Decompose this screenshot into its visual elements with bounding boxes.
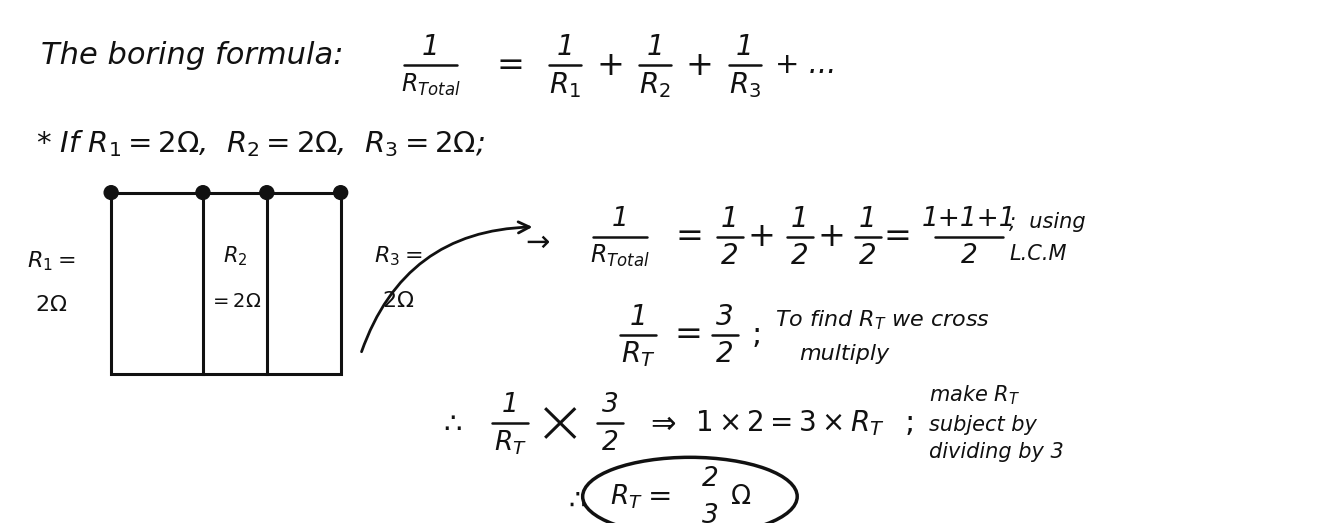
Text: 1: 1 (737, 34, 754, 62)
Text: ;  using: ; using (1010, 212, 1086, 232)
Text: 2: 2 (961, 243, 978, 269)
Text: $\therefore$: $\therefore$ (438, 409, 462, 437)
Text: $2\Omega$: $2\Omega$ (36, 295, 67, 315)
Text: $R_T$: $R_T$ (494, 428, 527, 457)
Text: +: + (597, 48, 624, 81)
Text: 1: 1 (647, 34, 664, 62)
Circle shape (195, 186, 210, 200)
Text: ;: ; (752, 320, 762, 349)
Text: $R_{Total}$: $R_{Total}$ (400, 72, 461, 98)
Text: The boring formula:: The boring formula: (41, 41, 343, 70)
Ellipse shape (582, 458, 797, 532)
Text: 1: 1 (611, 206, 628, 232)
Text: 2: 2 (791, 242, 809, 270)
Text: 1+1+1: 1+1+1 (923, 206, 1016, 232)
Text: 1: 1 (721, 205, 739, 233)
Text: 2: 2 (715, 340, 734, 368)
Circle shape (104, 186, 119, 200)
Bar (111, 193, 341, 374)
Text: $\Rightarrow$: $\Rightarrow$ (645, 409, 677, 437)
Text: =: = (676, 220, 704, 253)
Text: 2: 2 (859, 242, 876, 270)
Text: $R_3$: $R_3$ (729, 70, 760, 99)
Text: =: = (648, 483, 672, 511)
Text: =: = (496, 48, 524, 81)
Circle shape (334, 186, 347, 200)
Text: $R_1 =$: $R_1 =$ (26, 250, 75, 273)
Text: 3: 3 (701, 503, 718, 529)
Text: 1: 1 (859, 205, 876, 233)
Text: 2: 2 (721, 242, 739, 270)
Text: 1: 1 (502, 392, 519, 418)
Text: $1 \times 2 = 3 \times R_T$: $1 \times 2 = 3 \times R_T$ (694, 408, 884, 438)
Text: 1: 1 (791, 205, 809, 233)
Text: To find $R_T$ we cross: To find $R_T$ we cross (775, 308, 990, 332)
Text: L.C.M: L.C.M (1010, 244, 1067, 264)
Text: +: + (748, 220, 776, 253)
Text: + ...: + ... (775, 51, 836, 79)
Text: $R_1$: $R_1$ (549, 70, 581, 99)
Text: 2: 2 (701, 466, 718, 492)
Text: 3: 3 (715, 303, 734, 331)
Text: +: + (686, 48, 714, 81)
Text: $R_2$: $R_2$ (223, 244, 247, 268)
Text: multiply: multiply (800, 344, 890, 364)
Text: ;: ; (904, 409, 915, 437)
Text: $= 2\Omega$: $= 2\Omega$ (209, 292, 261, 311)
Circle shape (260, 186, 273, 200)
Text: $\Omega$: $\Omega$ (730, 484, 751, 510)
FancyArrowPatch shape (362, 222, 529, 352)
Text: 3: 3 (602, 392, 619, 418)
Text: 2: 2 (602, 430, 619, 455)
Text: make $R_T$: make $R_T$ (929, 384, 1020, 408)
Text: $2\Omega$: $2\Omega$ (383, 292, 414, 311)
Text: $R_2$: $R_2$ (639, 70, 671, 99)
Text: 1: 1 (630, 303, 647, 331)
Text: =: = (883, 220, 911, 253)
Text: 1: 1 (421, 34, 440, 62)
Text: dividing by 3: dividing by 3 (929, 443, 1064, 462)
Text: =: = (675, 318, 702, 351)
Text: $*$ If $R_1 = 2\Omega$,  $R_2 = 2\Omega$,  $R_3 = 2\Omega$;: $*$ If $R_1 = 2\Omega$, $R_2 = 2\Omega$,… (37, 128, 486, 159)
Text: $R_T$: $R_T$ (610, 483, 643, 511)
Text: +: + (817, 220, 846, 253)
Text: $\therefore$: $\therefore$ (564, 486, 587, 513)
Text: subject by: subject by (929, 415, 1038, 435)
Text: $R_{Total}$: $R_{Total}$ (590, 243, 649, 269)
Text: $\rightarrow$: $\rightarrow$ (520, 228, 550, 255)
Text: $R_T$: $R_T$ (620, 339, 655, 369)
Text: 1: 1 (557, 34, 574, 62)
Text: $R_3 =$: $R_3 =$ (375, 244, 422, 268)
